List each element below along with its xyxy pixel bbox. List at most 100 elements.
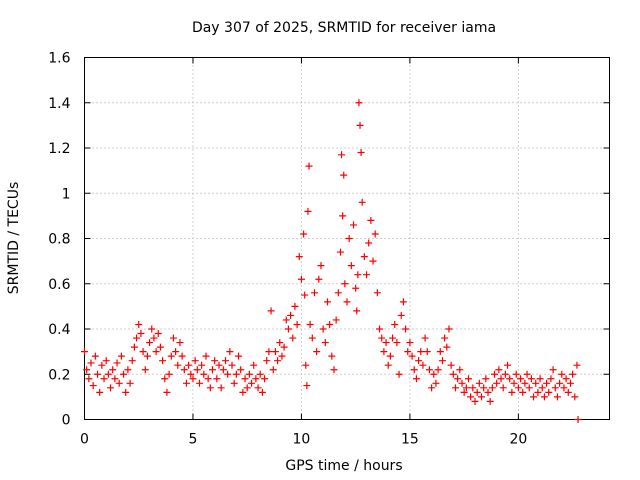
- data-point: [291, 302, 299, 310]
- data-point: [397, 311, 405, 319]
- y-axis-ticks: 0 0.2 0.4 0.6 0.8 1 1.2 1.4 1.6: [48, 51, 610, 429]
- data-point: [467, 393, 475, 401]
- data-point: [473, 388, 481, 396]
- data-point: [460, 388, 468, 396]
- data-point: [87, 359, 95, 367]
- data-point: [480, 384, 488, 392]
- data-point: [297, 275, 305, 283]
- data-point: [517, 375, 525, 383]
- data-point: [451, 384, 459, 392]
- data-point: [469, 384, 477, 392]
- data-point: [109, 366, 117, 374]
- y-tick-label: 0.2: [48, 367, 70, 383]
- data-point: [265, 348, 273, 356]
- data-point: [336, 248, 344, 256]
- data-point: [415, 357, 423, 365]
- data-point: [319, 325, 327, 333]
- data-point: [423, 348, 431, 356]
- data-point: [521, 379, 529, 387]
- data-point: [358, 198, 366, 206]
- x-tick-label: 20: [509, 432, 527, 448]
- data-point: [545, 388, 553, 396]
- data-point: [278, 352, 286, 360]
- data-point: [340, 171, 348, 179]
- data-point: [536, 375, 544, 383]
- data-point: [102, 357, 110, 365]
- data-point: [501, 370, 509, 378]
- data-point: [562, 375, 570, 383]
- data-point: [130, 343, 138, 351]
- data-point: [174, 361, 182, 369]
- data-point: [206, 384, 214, 392]
- data-point: [217, 384, 225, 392]
- data-point: [343, 298, 351, 306]
- data-point: [139, 348, 147, 356]
- data-point: [495, 366, 503, 374]
- data-point: [447, 361, 455, 369]
- data-point: [89, 382, 97, 390]
- data-point: [553, 393, 561, 401]
- data-point: [213, 375, 221, 383]
- data-point: [454, 375, 462, 383]
- data-point: [482, 375, 490, 383]
- data-point: [189, 375, 197, 383]
- data-point: [306, 320, 314, 328]
- data-point: [323, 298, 331, 306]
- data-point: [104, 370, 112, 378]
- data-point: [91, 352, 99, 360]
- data-point: [154, 330, 162, 338]
- data-point: [302, 361, 310, 369]
- data-point: [81, 348, 88, 356]
- data-point: [399, 298, 407, 306]
- data-point: [83, 366, 91, 374]
- data-point: [193, 366, 201, 374]
- data-point: [566, 379, 574, 387]
- data-point: [530, 393, 538, 401]
- data-point: [506, 375, 514, 383]
- data-point: [271, 348, 279, 356]
- data-point: [543, 379, 551, 387]
- data-point: [124, 366, 132, 374]
- data-point: [432, 379, 440, 387]
- data-point: [115, 379, 123, 387]
- data-point: [441, 334, 449, 342]
- data-point: [360, 253, 368, 261]
- data-point: [345, 235, 353, 242]
- data-point: [107, 384, 115, 392]
- data-point: [456, 366, 464, 374]
- data-point: [141, 366, 149, 374]
- data-point: [574, 416, 582, 423]
- data-point: [263, 357, 271, 365]
- data-point: [514, 384, 522, 392]
- data-point: [172, 348, 180, 356]
- data-point: [538, 384, 546, 392]
- data-point: [417, 348, 425, 356]
- data-point: [274, 357, 282, 365]
- data-point: [512, 370, 520, 378]
- data-point: [330, 366, 338, 374]
- data-point: [571, 393, 579, 401]
- data-point: [113, 359, 121, 367]
- data-point: [245, 370, 253, 378]
- data-point: [287, 311, 295, 319]
- data-point: [519, 388, 527, 396]
- data-point: [430, 370, 438, 378]
- data-point: [94, 370, 102, 378]
- data-point: [434, 366, 442, 374]
- data-point: [341, 280, 349, 288]
- data-point: [378, 334, 386, 342]
- data-point: [478, 393, 486, 401]
- data-point: [165, 370, 173, 378]
- data-point: [204, 375, 212, 383]
- y-tick-label: 0.8: [48, 232, 70, 248]
- data-point: [317, 262, 325, 270]
- data-point: [371, 230, 379, 238]
- data-point: [373, 289, 381, 297]
- data-point: [402, 325, 410, 333]
- data-point: [211, 357, 219, 365]
- data-point: [232, 370, 240, 378]
- data-point: [261, 375, 269, 383]
- data-point: [269, 366, 277, 374]
- data-point: [182, 379, 190, 387]
- data-point: [85, 375, 93, 383]
